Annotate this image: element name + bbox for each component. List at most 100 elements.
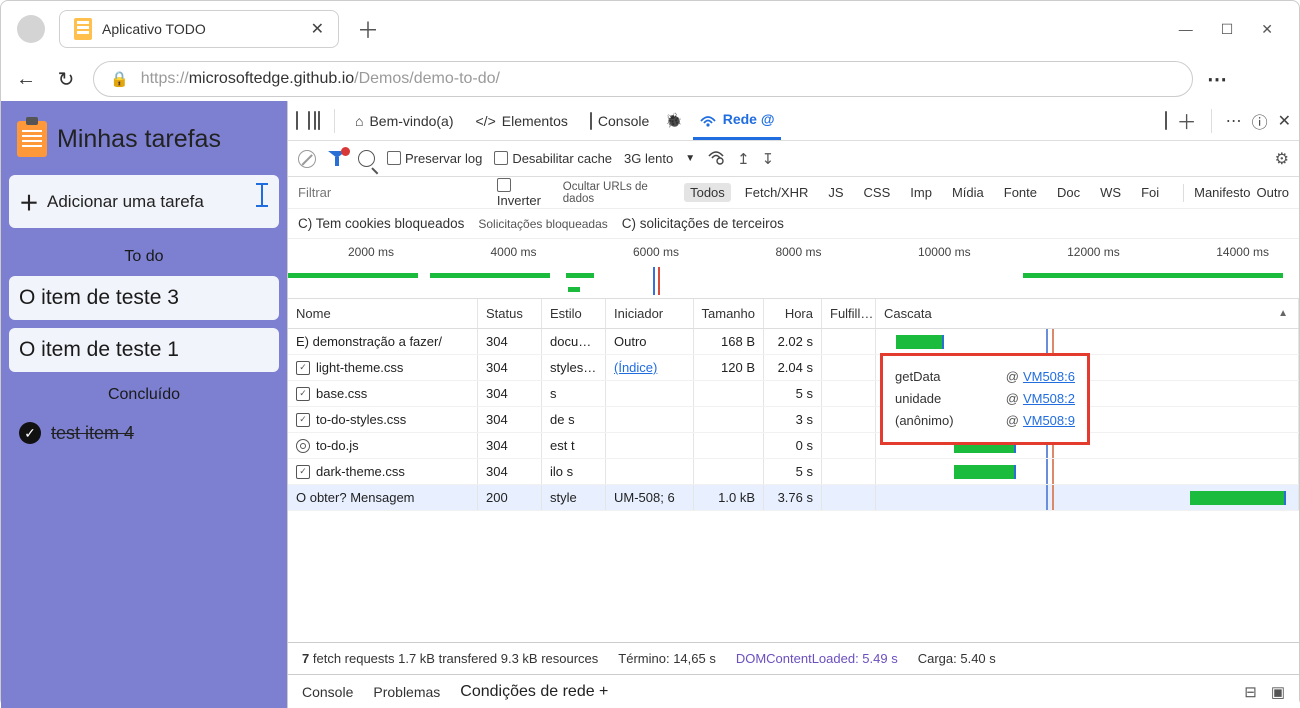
close-devtools-icon[interactable]: ✕	[1278, 111, 1291, 131]
timeline-overview[interactable]: 2000 ms4000 ms6000 ms8000 ms10000 ms1200…	[288, 239, 1299, 299]
devtools-panel: ⌂Bem-vindo(a) </>Elementos Console Rede …	[287, 101, 1299, 708]
preserve-log-checkbox[interactable]: Preservar log	[387, 151, 482, 166]
filter-type[interactable]: JS	[822, 183, 849, 202]
filter-type[interactable]: CSS	[858, 183, 897, 202]
size-cell	[694, 459, 764, 484]
plus-icon: ＋	[19, 187, 39, 216]
back-button[interactable]: ←	[13, 68, 39, 91]
filter-type[interactable]: Imp	[904, 183, 938, 202]
network-conditions-icon[interactable]	[707, 149, 725, 168]
drawer-console[interactable]: Console	[302, 684, 353, 700]
stack-frame[interactable]: getData@VM508:6	[895, 366, 1075, 388]
maximize-icon[interactable]: ☐	[1221, 21, 1234, 38]
network-toolbar: Preservar log Desabilitar cache 3G lento…	[288, 141, 1299, 177]
tab-network[interactable]: Rede @	[693, 101, 781, 140]
tab-close-icon[interactable]: ✕	[311, 19, 324, 39]
todo-item[interactable]: O item de teste 1	[9, 328, 279, 372]
table-row[interactable]: ✓to-do-styles.css304de s3 s	[288, 407, 1299, 433]
col-name[interactable]: Nome	[288, 299, 478, 328]
drawer-network-conditions[interactable]: Condições de rede +	[460, 683, 608, 701]
profile-avatar[interactable]	[17, 15, 45, 43]
col-initiator[interactable]: Iniciador	[606, 299, 694, 328]
throttling-select[interactable]: 3G lento	[624, 151, 673, 166]
inspect-icon[interactable]	[296, 112, 298, 130]
drawer-icon-1[interactable]: ⊟	[1244, 683, 1257, 701]
filter-type[interactable]: Foi	[1135, 183, 1165, 202]
search-icon[interactable]	[358, 150, 375, 167]
export-icon[interactable]: ↥	[737, 150, 750, 168]
address-bar[interactable]: 🔒 https://microsoftedge.github.io/Demos/…	[93, 61, 1193, 97]
col-status[interactable]: Status	[478, 299, 542, 328]
filter-type[interactable]: Doc	[1051, 183, 1086, 202]
table-row[interactable]: O obter? Mensagem200styleUM-508; 61.0 kB…	[288, 485, 1299, 511]
source-link[interactable]: VM508:6	[1023, 369, 1075, 384]
filter-input[interactable]	[298, 185, 491, 200]
minimize-icon[interactable]: —	[1179, 21, 1193, 38]
clipboard-icon	[17, 121, 47, 157]
blocked-cookies[interactable]: C) Tem cookies bloqueados	[298, 216, 464, 231]
close-window-icon[interactable]: ✕	[1261, 21, 1273, 38]
filter-type[interactable]: Mídia	[946, 183, 990, 202]
throttling-caret-icon[interactable]: ▼	[685, 153, 695, 164]
todo-item[interactable]: O item de teste 3	[9, 276, 279, 320]
filter-manifest[interactable]: Manifesto	[1194, 185, 1250, 200]
timeline-bar	[1023, 273, 1283, 278]
col-size[interactable]: Tamanho	[694, 299, 764, 328]
col-time[interactable]: Hora	[764, 299, 822, 328]
refresh-button[interactable]: ↻	[53, 67, 79, 92]
disable-cache-checkbox[interactable]: Desabilitar cache	[494, 151, 612, 166]
dcl-time: DOMContentLoaded: 5.49 s	[736, 651, 898, 666]
table-row[interactable]: ✓dark-theme.css304ilo s5 s	[288, 459, 1299, 485]
filter-type[interactable]: Todos	[684, 183, 731, 202]
filter-type[interactable]: Fetch/XHR	[739, 183, 815, 202]
new-tab-button[interactable]: ＋	[357, 13, 379, 45]
filter-icon[interactable]	[328, 151, 346, 167]
add-task-input[interactable]: ＋ Adicionar uma tarefa	[9, 175, 279, 228]
source-link[interactable]: VM508:2	[1023, 391, 1075, 406]
tab-console[interactable]: Console	[584, 101, 655, 140]
tab-elements[interactable]: </>Elementos	[470, 101, 574, 140]
col-waterfall[interactable]: Cascata▲	[876, 299, 1299, 328]
more-icon[interactable]: ⋯	[1226, 111, 1242, 131]
table-row[interactable]: E) demonstração a fazer/304docu…Outro168…	[288, 329, 1299, 355]
panel-icon[interactable]	[1165, 112, 1167, 130]
waterfall-cell	[876, 485, 1299, 510]
col-fulfill[interactable]: Fulfill…	[822, 299, 876, 328]
done-item[interactable]: ✓test item 4	[9, 414, 279, 452]
table-row[interactable]: to-do.js304est t0 s	[288, 433, 1299, 459]
filter-type[interactable]: WS	[1094, 183, 1127, 202]
initiator-cell[interactable]: (Índice)	[606, 355, 694, 380]
col-type[interactable]: Estilo	[542, 299, 606, 328]
initiator-cell[interactable]: UM-508; 6	[606, 485, 694, 510]
bug-icon[interactable]	[665, 112, 682, 130]
device-icon[interactable]	[308, 112, 310, 130]
import-icon[interactable]: ↧	[762, 150, 775, 168]
stack-frame[interactable]: (anônimo)@VM508:9	[895, 410, 1075, 432]
invert-checkbox[interactable]: Inverter	[497, 178, 557, 208]
hide-data-urls[interactable]: Ocultar URLs de dados	[563, 181, 678, 205]
fulfill-cell	[822, 407, 876, 432]
add-tab-icon[interactable]: ＋	[1177, 106, 1197, 135]
clear-icon[interactable]	[298, 150, 316, 168]
table-row[interactable]: ✓light-theme.css304styles…(Índice)120 B2…	[288, 355, 1299, 381]
blocked-requests[interactable]: Solicitações bloqueadas	[478, 217, 607, 231]
initiator-cell[interactable]	[606, 433, 694, 458]
third-party-requests[interactable]: C) solicitações de terceiros	[622, 216, 784, 231]
initiator-cell[interactable]	[606, 407, 694, 432]
initiator-cell[interactable]	[606, 459, 694, 484]
browser-tab[interactable]: Aplicativo TODO ✕	[59, 10, 339, 48]
browser-menu-icon[interactable]: ⋯	[1207, 67, 1229, 92]
filter-type[interactable]: Fonte	[998, 183, 1043, 202]
filter-other[interactable]: Outro	[1256, 185, 1289, 200]
settings-icon[interactable]: ⚙	[1275, 149, 1289, 169]
drawer-icon-2[interactable]: ▣	[1271, 683, 1285, 701]
initiator-cell[interactable]	[606, 381, 694, 406]
table-row[interactable]: ✓base.css304s5 s	[288, 381, 1299, 407]
stack-frame[interactable]: unidade@VM508:2	[895, 388, 1075, 410]
timeline-tick: 6000 ms	[633, 245, 679, 259]
drawer-problems[interactable]: Problemas	[373, 684, 440, 700]
help-icon[interactable]: ⓘ	[1252, 109, 1268, 133]
tab-welcome[interactable]: ⌂Bem-vindo(a)	[349, 101, 460, 140]
initiator-cell[interactable]: Outro	[606, 329, 694, 354]
source-link[interactable]: VM508:9	[1023, 413, 1075, 428]
